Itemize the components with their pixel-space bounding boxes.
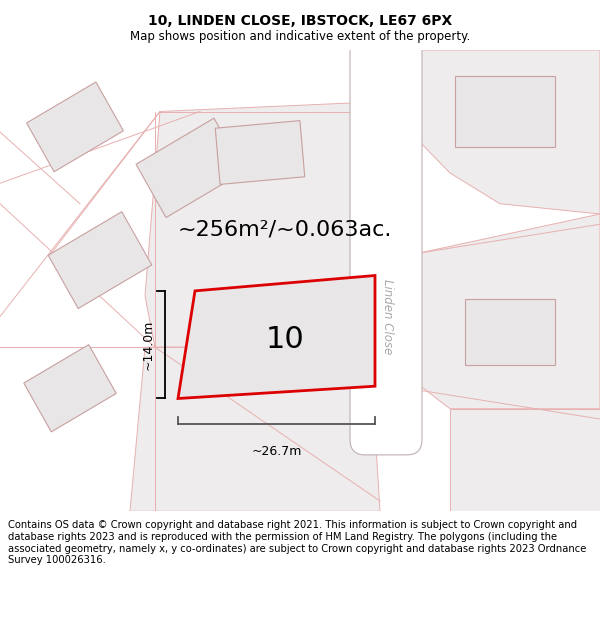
Text: ~256m²/~0.063ac.: ~256m²/~0.063ac. — [178, 219, 392, 239]
Polygon shape — [130, 348, 380, 511]
Polygon shape — [48, 212, 152, 309]
Polygon shape — [455, 76, 555, 148]
Text: Linden Close: Linden Close — [382, 279, 395, 354]
Polygon shape — [145, 101, 390, 348]
Polygon shape — [450, 409, 600, 511]
Text: Contains OS data © Crown copyright and database right 2021. This information is : Contains OS data © Crown copyright and d… — [8, 521, 586, 565]
Polygon shape — [136, 118, 244, 218]
Polygon shape — [410, 214, 600, 409]
Text: 10: 10 — [266, 324, 304, 354]
Polygon shape — [215, 121, 305, 184]
Polygon shape — [178, 276, 375, 399]
Text: ~26.7m: ~26.7m — [251, 444, 302, 458]
Text: 10, LINDEN CLOSE, IBSTOCK, LE67 6PX: 10, LINDEN CLOSE, IBSTOCK, LE67 6PX — [148, 14, 452, 28]
Polygon shape — [26, 82, 124, 172]
Polygon shape — [410, 50, 600, 214]
Text: ~14.0m: ~14.0m — [142, 319, 155, 370]
FancyBboxPatch shape — [350, 34, 422, 455]
Polygon shape — [24, 344, 116, 432]
Polygon shape — [465, 299, 555, 365]
Text: Map shows position and indicative extent of the property.: Map shows position and indicative extent… — [130, 30, 470, 43]
